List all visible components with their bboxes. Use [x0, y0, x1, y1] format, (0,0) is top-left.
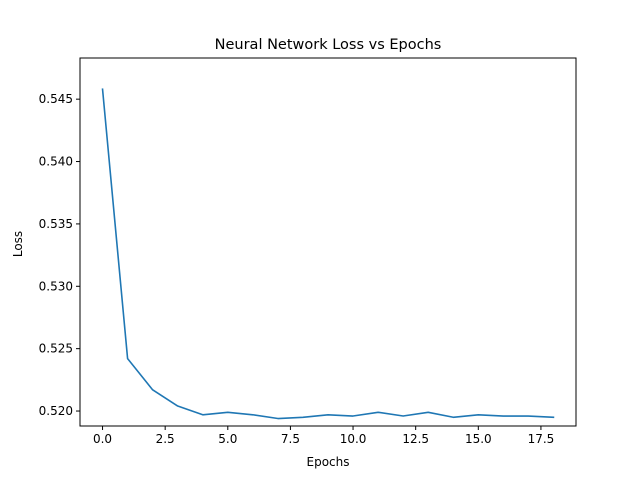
axis-ticks: 0.0 2.5 5.0 7.5 10.0 12.5 15.0 17.5 0.520 0.525 0.… [39, 92, 555, 446]
y-tick-label: 0.540 [39, 155, 73, 169]
y-tick-label: 0.530 [39, 279, 73, 293]
x-tick-label: 0.0 [93, 432, 112, 446]
y-tick-label: 0.520 [39, 404, 73, 418]
x-tick-label: 15.0 [465, 432, 492, 446]
series-layer [101, 88, 555, 420]
x-tick-label: 7.5 [281, 432, 300, 446]
y-axis-label: Loss [11, 231, 25, 257]
x-axis-label: Epochs [307, 455, 350, 469]
y-tick-label: 0.525 [39, 342, 73, 356]
loss-series-line [101, 88, 555, 420]
chart-title: Neural Network Loss vs Epochs [215, 37, 442, 53]
x-tick-label: 2.5 [156, 432, 175, 446]
x-tick-label: 5.0 [218, 432, 237, 446]
x-tick-label: 10.0 [340, 432, 367, 446]
plot-frame [79, 57, 577, 427]
x-tick-label: 12.5 [402, 432, 429, 446]
y-tick-label: 0.545 [39, 92, 73, 106]
x-tick-label: 17.5 [528, 432, 555, 446]
y-tick-label: 0.535 [39, 217, 73, 231]
